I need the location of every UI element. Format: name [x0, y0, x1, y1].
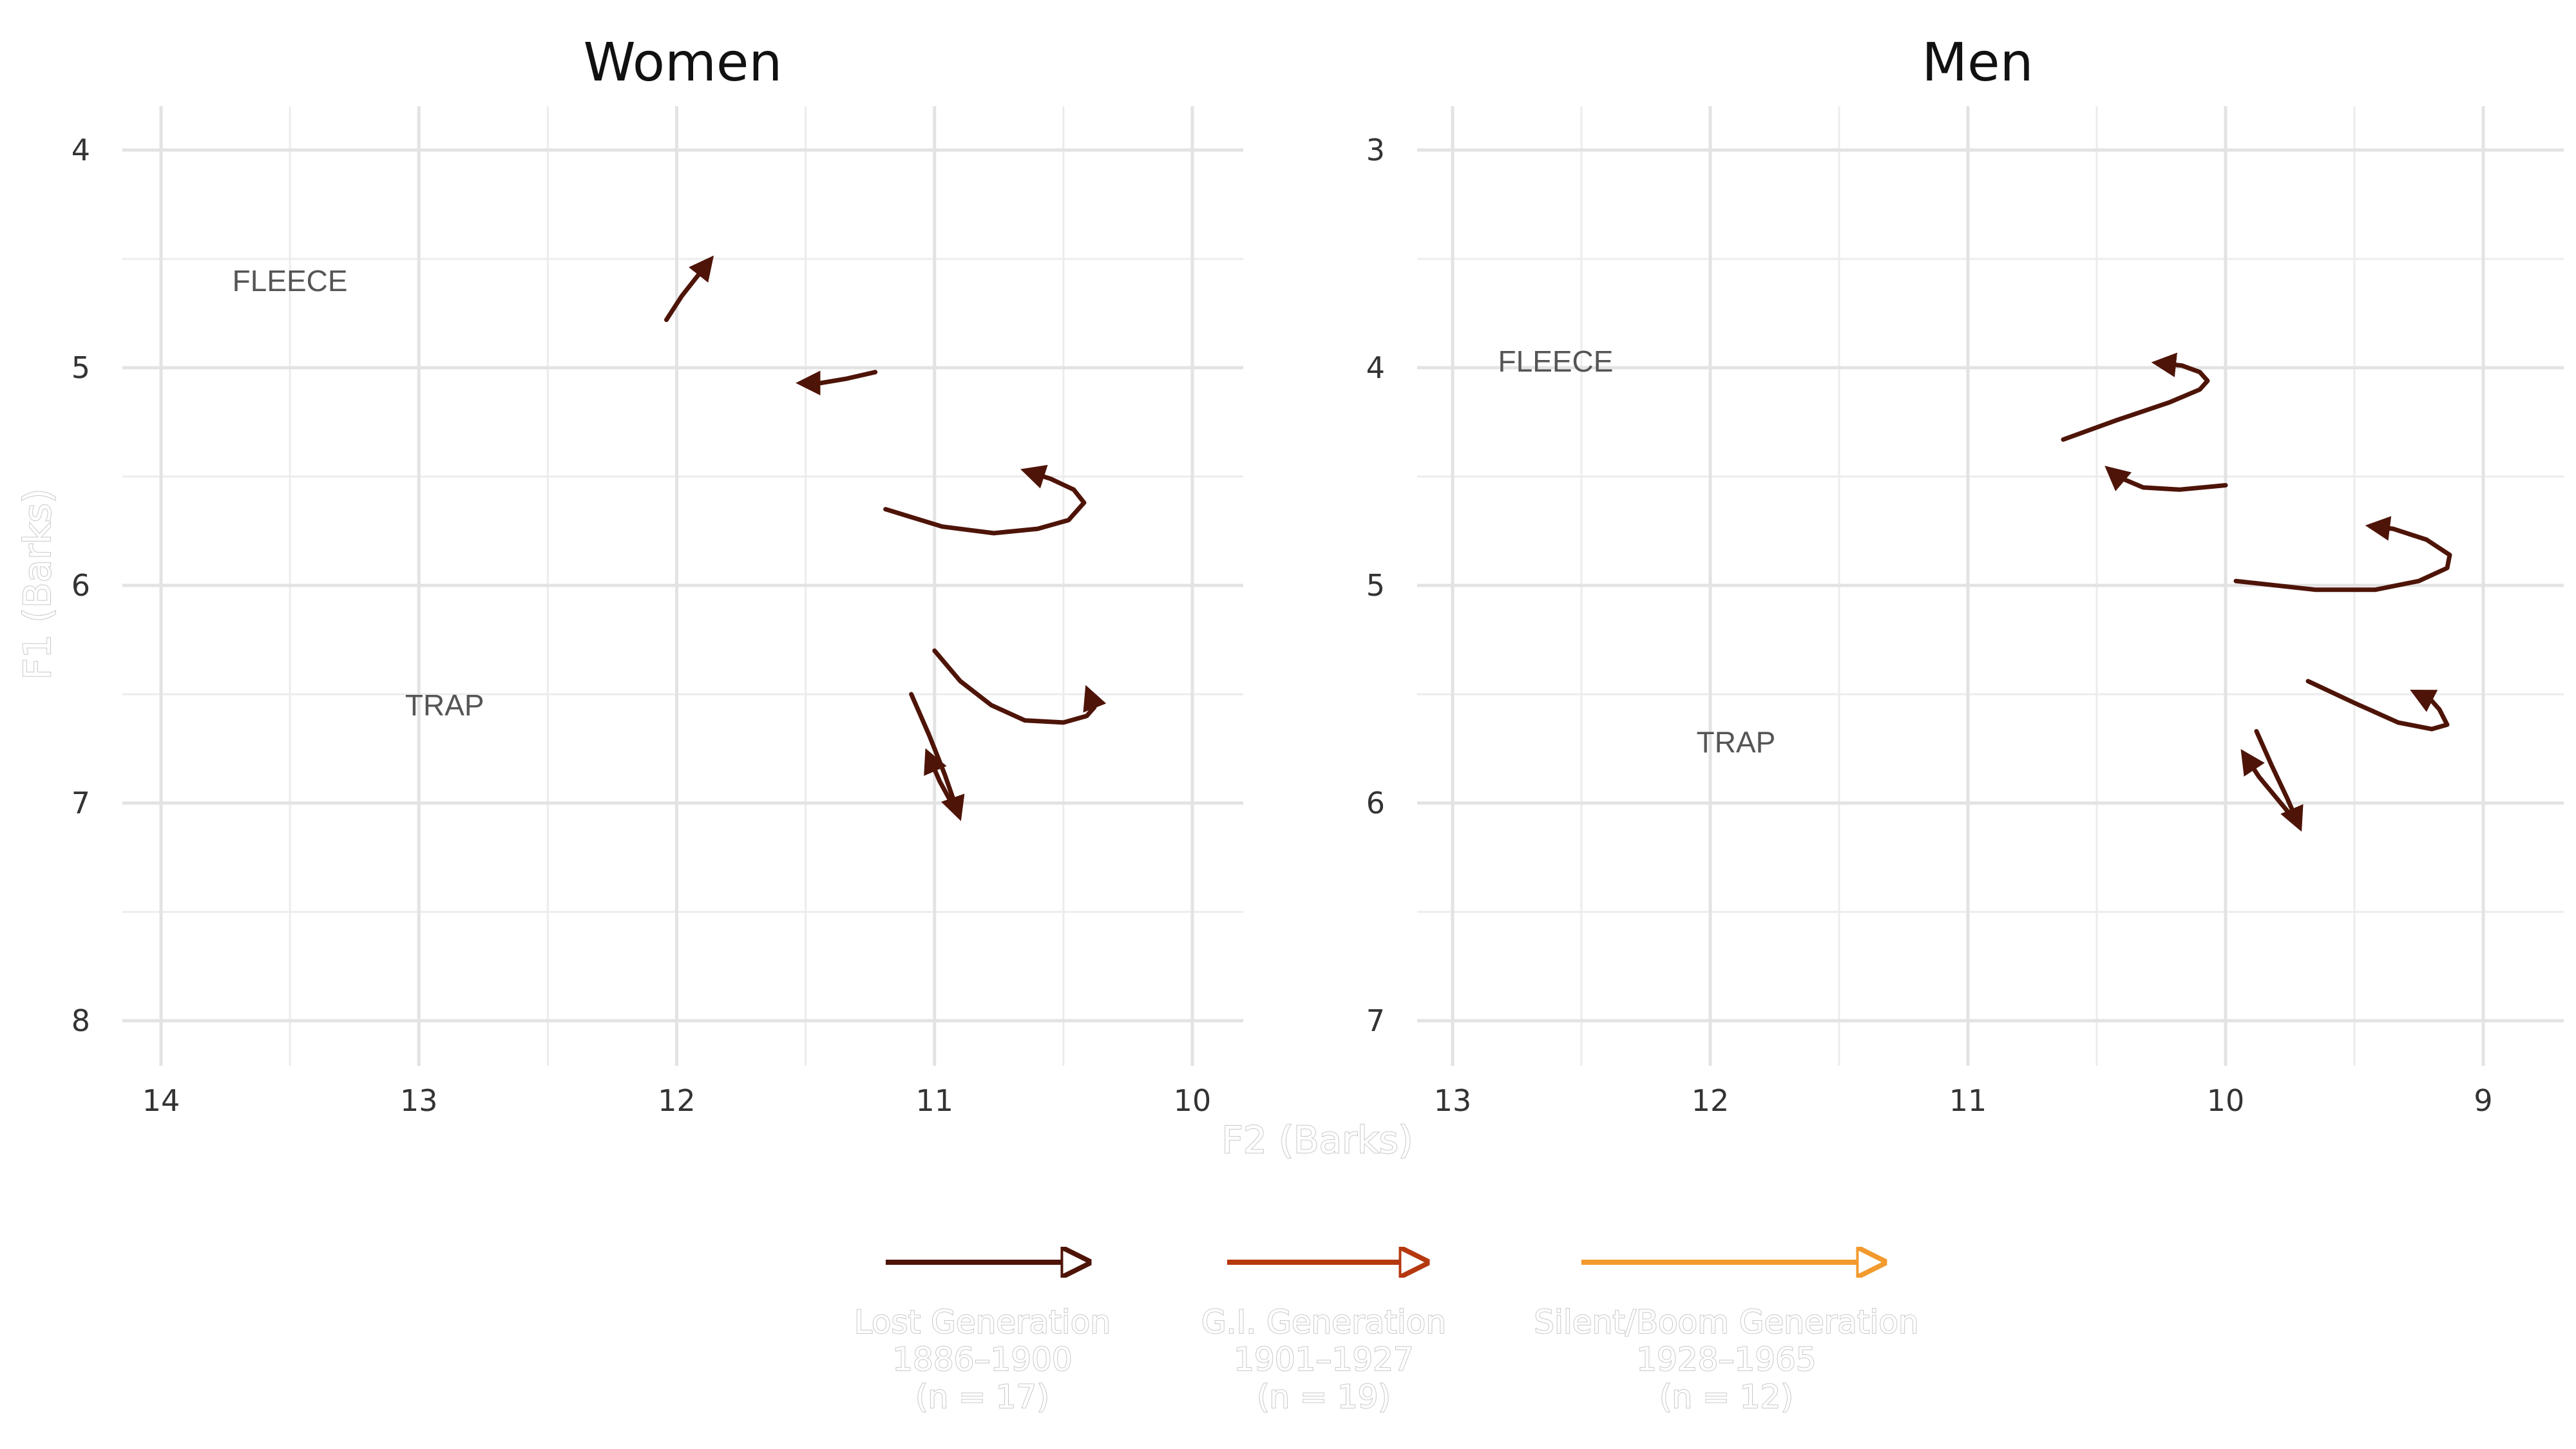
- x-tick-label: 9: [2474, 1083, 2492, 1118]
- legend-n: (n = 12): [1659, 1378, 1793, 1416]
- x-tick-label: 13: [400, 1083, 438, 1118]
- trajectory-line: [2254, 729, 2304, 832]
- y-tick-label: 6: [72, 568, 90, 603]
- trajectory-line: [2240, 749, 2298, 823]
- women-panel-title: Women: [584, 32, 783, 93]
- legend-n: (n = 17): [915, 1378, 1049, 1416]
- vowel-annotation: FLEECE: [233, 264, 348, 298]
- y-axis-title: F1 (Barks): [15, 489, 59, 680]
- trajectory-line: [883, 464, 1087, 536]
- men-tick-labels: 13 12 11 10 9 3 4 5 6 7: [1366, 133, 2493, 1118]
- x-axis-title: F2 (Barks): [1222, 1118, 1413, 1162]
- trajectory-line: [924, 748, 958, 812]
- vowel-annotation: FLEECE: [1498, 345, 1614, 378]
- y-tick-label: 7: [72, 786, 90, 820]
- y-tick-label: 4: [1366, 350, 1385, 385]
- x-tick-label: 13: [1434, 1083, 1472, 1118]
- legend-name: Silent/Boom Generation: [1534, 1303, 1918, 1341]
- men-annotations: FLEECE TRAP: [1498, 345, 1776, 759]
- y-tick-label: 5: [1366, 568, 1385, 603]
- legend-years: 1901–1927: [1234, 1341, 1414, 1378]
- x-tick-label: 10: [1174, 1083, 1212, 1118]
- y-tick-label: 6: [1366, 786, 1385, 820]
- legend-n: (n = 19): [1257, 1378, 1391, 1416]
- trajectory-line: [2061, 352, 2210, 442]
- trajectory-line: [2104, 466, 2228, 492]
- x-tick-label: 14: [142, 1083, 180, 1118]
- y-tick-label: 8: [72, 1003, 90, 1038]
- y-tick-label: 4: [72, 133, 90, 167]
- legend-years: 1928–1965: [1636, 1341, 1817, 1378]
- women-grid: [122, 106, 1243, 1066]
- vowel-annotation: TRAP: [1697, 725, 1776, 759]
- women-annotations: FLEECE TRAP: [233, 264, 484, 722]
- y-tick-label: 5: [72, 350, 90, 385]
- legend-name: G.I. Generation: [1201, 1303, 1446, 1341]
- panel-women: FLEECE TRAP 14 13 12 11 10 4 5 6 7 8 Women: [72, 32, 1243, 1118]
- men-panel-title: Men: [1922, 32, 2033, 93]
- x-tick-label: 11: [915, 1083, 953, 1118]
- x-tick-label: 11: [1949, 1083, 1987, 1118]
- x-tick-label: 12: [1692, 1083, 1730, 1118]
- legend-years: 1886–1900: [892, 1341, 1073, 1378]
- y-tick-label: 3: [1366, 133, 1385, 167]
- trajectory-line: [796, 370, 878, 395]
- men-grid: [1417, 106, 2564, 1066]
- trajectory-line: [664, 255, 714, 323]
- vowel-annotation: TRAP: [405, 688, 484, 722]
- women-tick-labels: 14 13 12 11 10 4 5 6 7 8: [72, 133, 1212, 1118]
- trajectory-line: [2233, 516, 2452, 592]
- y-tick-label: 7: [1366, 1003, 1385, 1038]
- men-trajectories: [2061, 352, 2452, 832]
- trajectory-line: [2305, 679, 2450, 732]
- x-tick-label: 10: [2207, 1083, 2245, 1118]
- trajectory-line: [932, 648, 1107, 725]
- women-trajectories: [664, 255, 1107, 822]
- panel-men: FLEECE TRAP 13 12 11 10 9 3 4 5 6 7 Men: [1366, 32, 2564, 1118]
- x-tick-label: 12: [658, 1083, 696, 1118]
- legend-name: Lost Generation: [854, 1303, 1111, 1341]
